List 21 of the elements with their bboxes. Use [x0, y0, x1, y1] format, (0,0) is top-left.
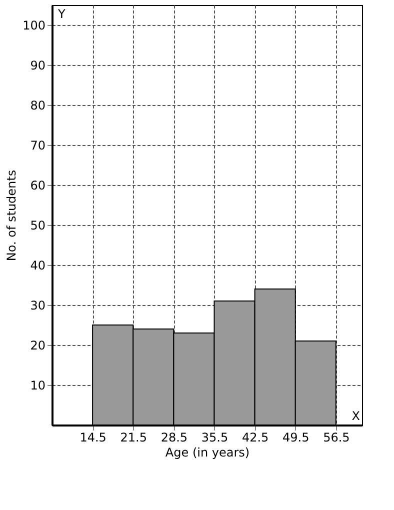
y-tick-label: 100: [22, 18, 46, 32]
y-tick-label: 70: [30, 138, 46, 152]
y-tick-label: 20: [30, 338, 46, 352]
y-tick-label: 90: [30, 58, 46, 72]
x-tick-label: 56.5: [323, 430, 350, 444]
annotation: Y: [57, 7, 66, 21]
x-axis-title: Age (in years): [165, 446, 250, 460]
y-tick-label: 80: [30, 98, 46, 112]
x-tick-label: 14.5: [80, 430, 106, 444]
y-tick-label: 10: [30, 378, 46, 392]
y-tick-label: 50: [30, 218, 46, 232]
x-tick-label: 28.5: [160, 430, 188, 444]
y-tick-label: 40: [30, 258, 46, 272]
x-tick-label: 35.5: [201, 430, 228, 444]
x-tick-label: 21.5: [120, 430, 147, 444]
x-tick-label: 42.5: [242, 430, 269, 444]
annotation: X: [352, 409, 360, 423]
y-axis-title: No. of students: [4, 170, 19, 262]
y-tick-label: 60: [30, 178, 46, 192]
x-tick-label: 49.5: [282, 430, 310, 444]
y-tick-label: 30: [30, 298, 46, 312]
